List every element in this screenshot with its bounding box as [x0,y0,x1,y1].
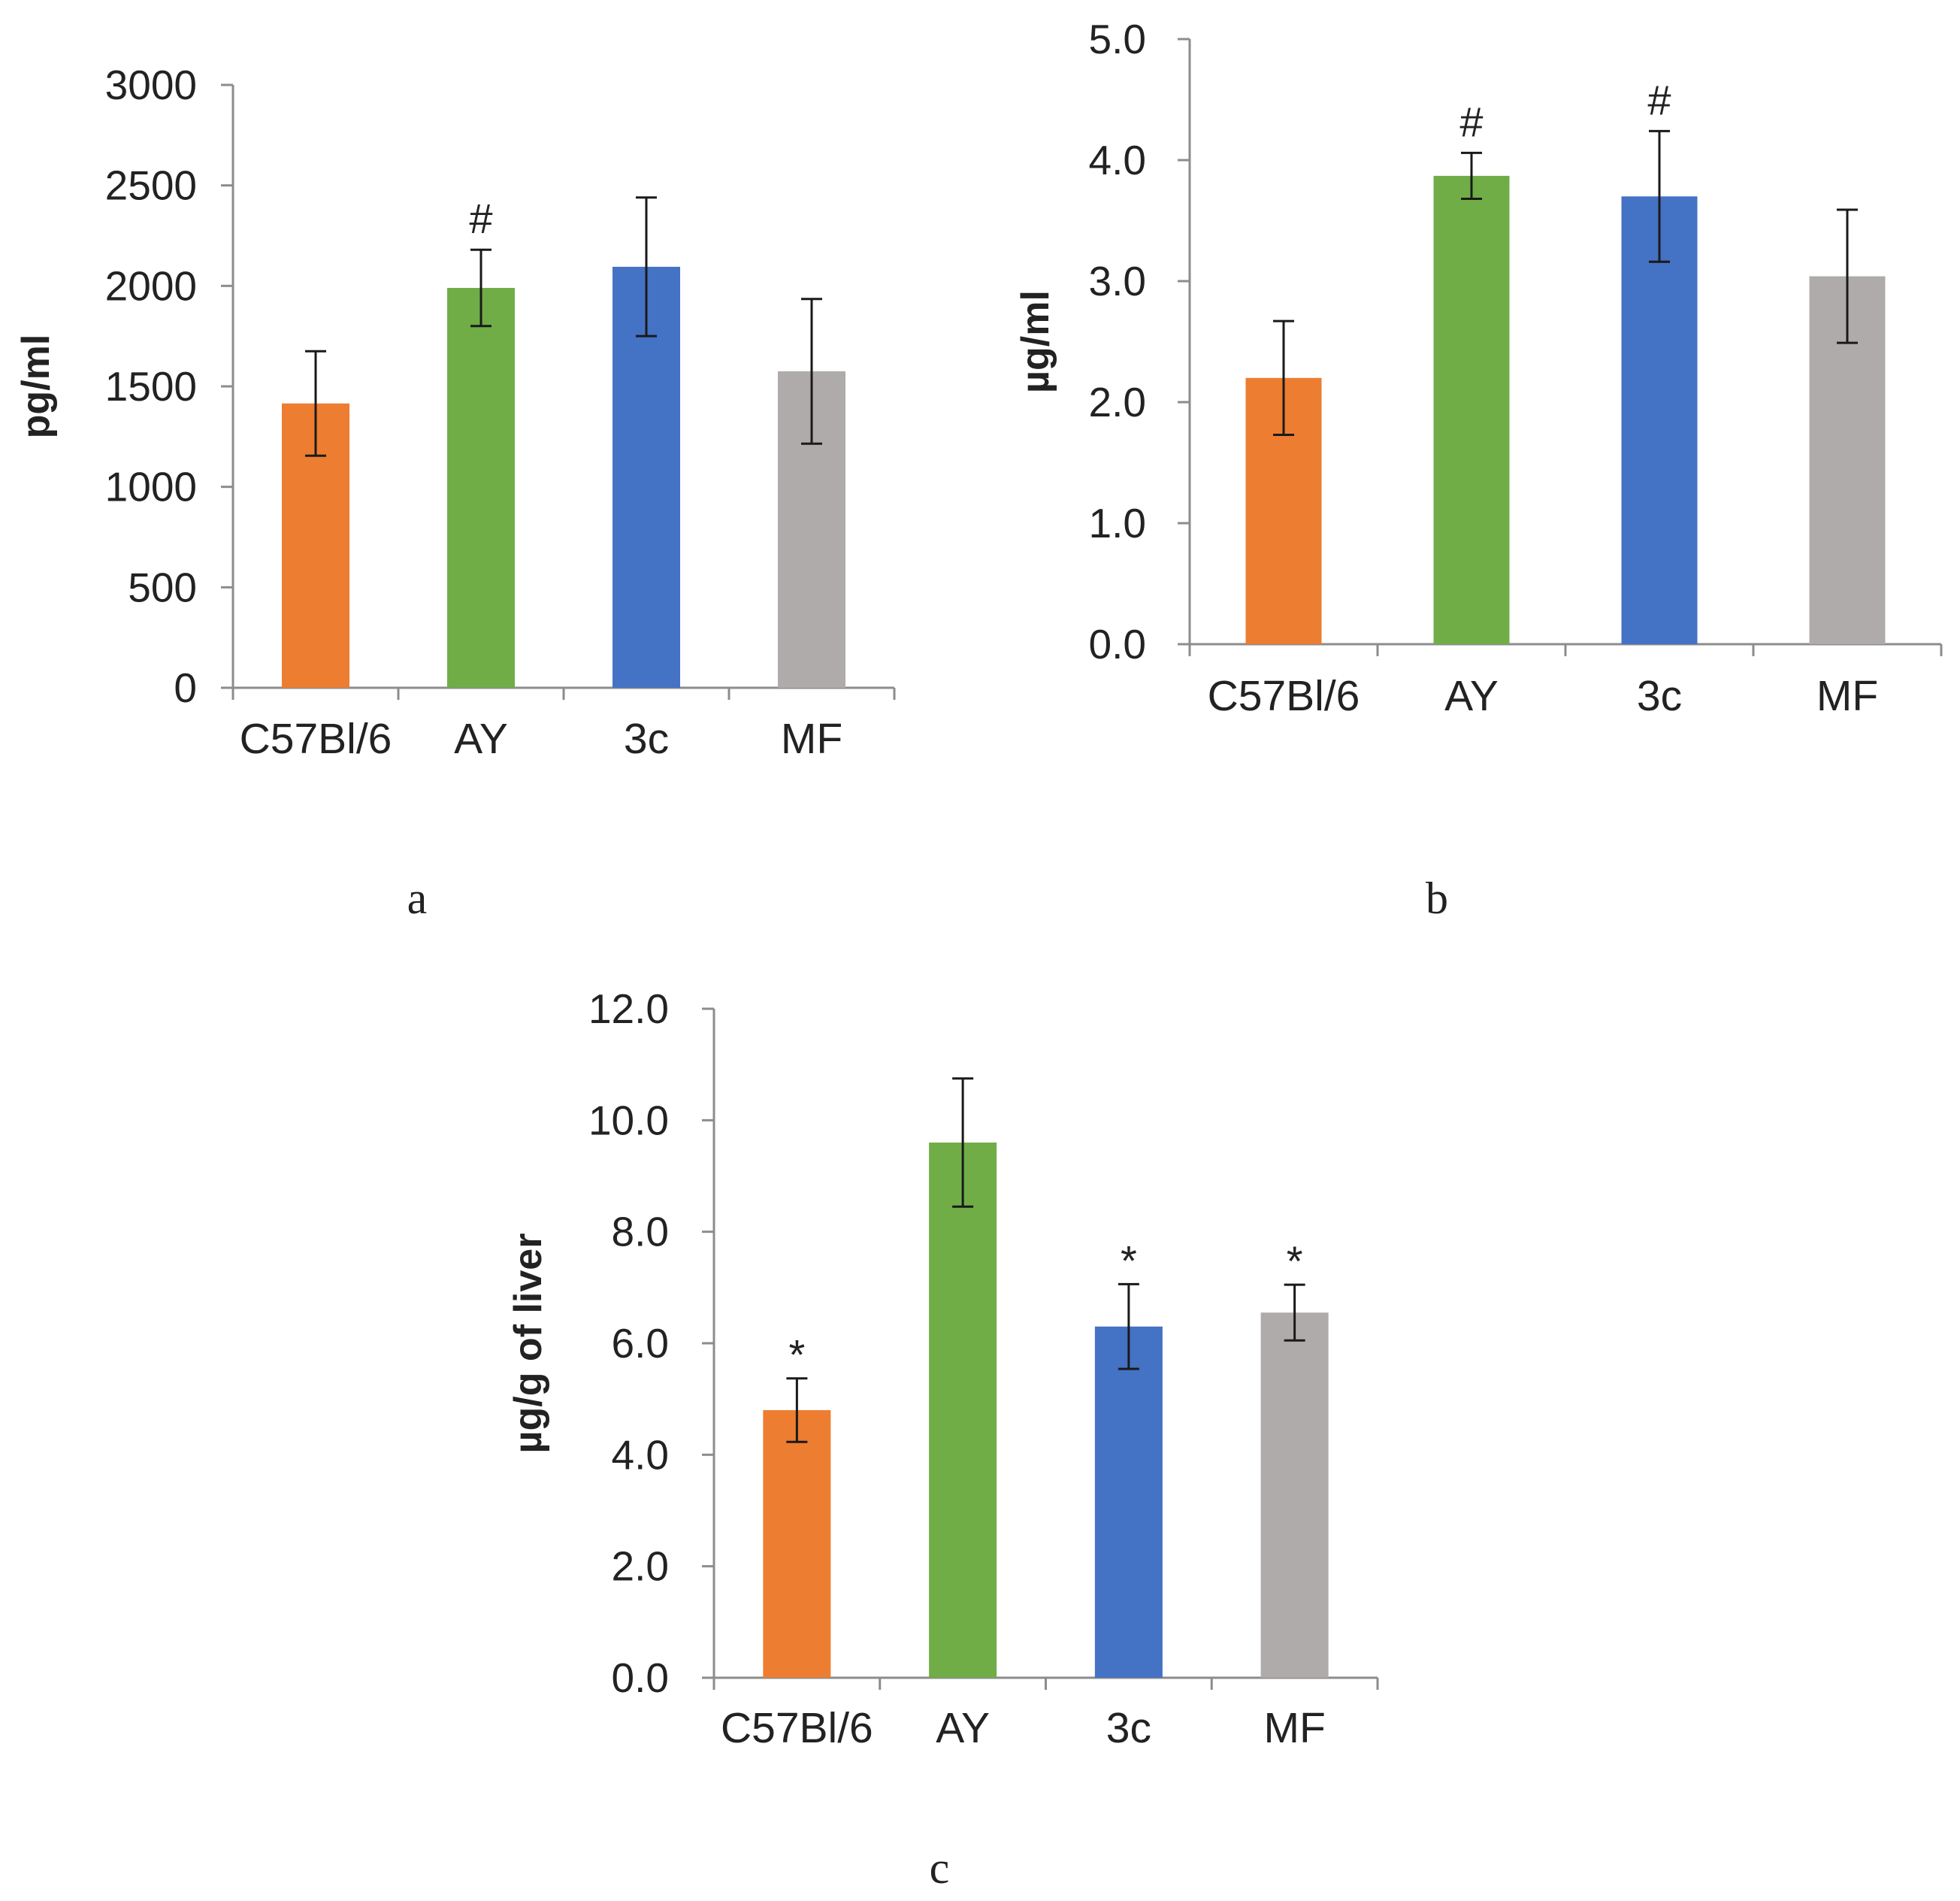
panel-label: c [930,1843,950,1893]
y-tick-label: 4.0 [612,1431,669,1478]
y-tick-label: 12.0 [588,985,669,1032]
y-tick-label: 5.0 [1089,16,1146,62]
y-tick-label: 1000 [105,464,197,510]
panel-label: a [407,873,428,923]
significance-marker: # [1459,98,1483,145]
significance-marker: * [1287,1237,1303,1285]
y-tick-label: 2000 [105,262,197,309]
chart-panel-b: 0.0 1.0 2.0 3.0 4.0 5.0 C57Bl/6 # AY #3c MF µg/ml b [1014,16,1943,923]
chart-panel-c: 0.0 2.0 4.0 6.0 8.0 10.0 12.0 * C57Bl/6 AY * 3c * MF µ… [507,985,1379,1893]
category-label: C57Bl/6 [721,1704,873,1752]
y-tick-label: 4.0 [1089,137,1146,183]
y-tick-label: 0.0 [1089,621,1146,667]
bar-AY [1433,175,1510,644]
bar-C57Bl/6 [763,1410,831,1678]
y-axis-title: µg/ml [1014,290,1057,393]
significance-marker: * [1121,1237,1137,1284]
category-label: MF [1816,672,1878,720]
category-label: AY [1444,672,1499,720]
panel-label: b [1426,873,1448,923]
y-tick-label: 2500 [105,162,197,209]
category-label: C57Bl/6 [240,715,392,763]
y-tick-label: 10.0 [588,1097,669,1143]
y-tick-label: 8.0 [612,1209,669,1255]
category-label: 3c [624,715,669,763]
y-tick-label: 2.0 [612,1543,669,1590]
y-tick-label: 1.0 [1089,500,1146,546]
category-label: AY [936,1704,990,1752]
category-label: 3c [1637,672,1682,720]
y-tick-label: 0 [174,664,197,711]
significance-marker: * [788,1331,805,1379]
bar-MF [1260,1312,1329,1678]
category-label: C57Bl/6 [1208,672,1360,720]
y-tick-label: 2.0 [1089,379,1146,425]
y-axis-title: pg/ml [14,334,58,439]
significance-marker: # [469,195,492,242]
y-tick-label: 6.0 [612,1320,669,1367]
y-tick-label: 1500 [105,363,197,410]
category-label: MF [1263,1704,1325,1752]
chart-panel-a: 0 500 1000 1500 2000 2500 3000 C57Bl/6 # AY 3c MF pg… [14,62,896,923]
bar-3c [1621,196,1698,644]
category-label: 3c [1106,1704,1151,1752]
bar-AY [447,288,515,688]
category-label: MF [781,715,842,763]
y-tick-label: 500 [128,564,197,610]
y-axis-title: µg/g of liver [507,1234,550,1454]
significance-marker: # [1647,76,1671,123]
category-label: AY [454,715,508,763]
y-tick-label: 0.0 [612,1654,669,1701]
y-tick-label: 3000 [105,62,197,108]
bar-AY [929,1143,997,1678]
bar-3c [1094,1326,1163,1678]
y-tick-label: 3.0 [1089,258,1146,304]
